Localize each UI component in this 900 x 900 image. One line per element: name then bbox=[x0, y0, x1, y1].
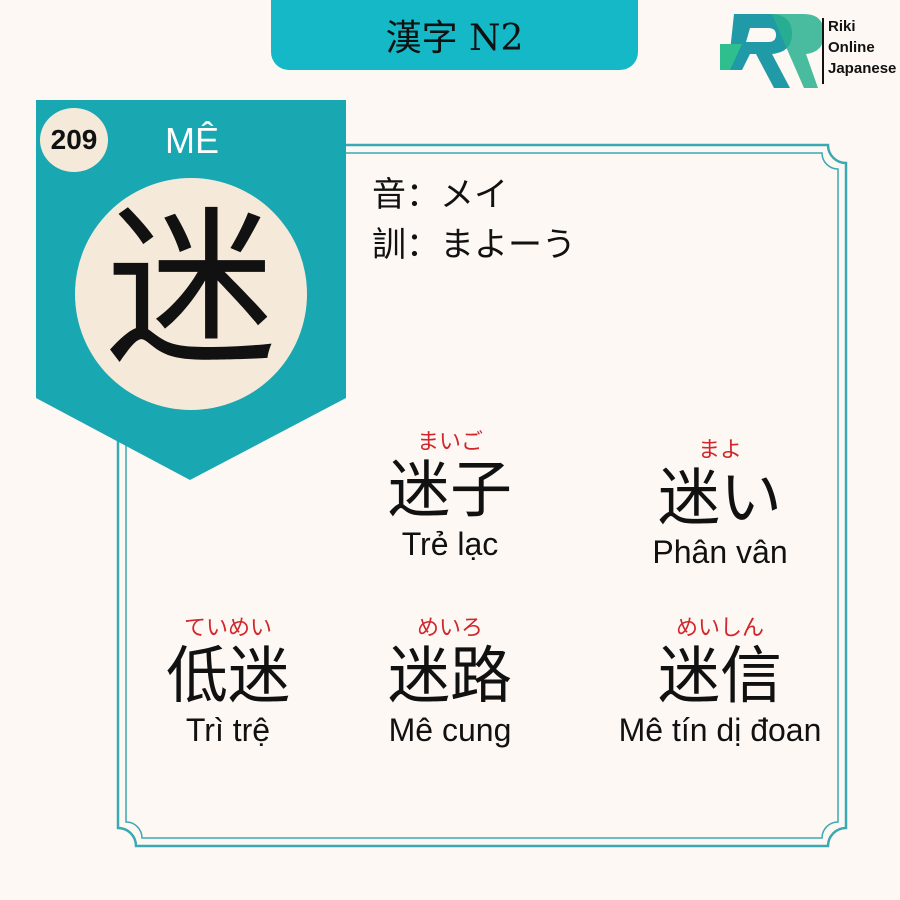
furigana: めいしん bbox=[675, 616, 764, 641]
word-kanji: 低迷 bbox=[165, 639, 290, 712]
furigana: めいろ bbox=[416, 616, 483, 641]
word-meaning: Mê cung bbox=[388, 712, 512, 748]
main-kanji-circle: 迷 bbox=[75, 178, 307, 410]
word-meaning: Phân vân bbox=[652, 534, 788, 570]
furigana: まよ bbox=[697, 438, 742, 463]
kun-reading-value: ：まよーう bbox=[406, 225, 576, 265]
on-reading-label: 音 bbox=[372, 175, 406, 215]
vocab-word: ていめい 低迷 Trì trệ bbox=[138, 616, 318, 748]
word-meaning: Trì trệ bbox=[185, 712, 271, 748]
word-kanji: 迷い bbox=[657, 461, 782, 534]
furigana: ていめい bbox=[183, 616, 272, 641]
vocab-word: めいろ 迷路 Mê cung bbox=[360, 616, 540, 748]
vocab-word: まいご 迷子 Trẻ lạc bbox=[360, 430, 540, 562]
readings-block: 音：メイ 訓：まよーう bbox=[372, 170, 576, 270]
word-kanji: 迷子 bbox=[387, 453, 512, 526]
word-kanji: 迷信 bbox=[657, 639, 782, 712]
kun-reading-label: 訓 bbox=[372, 225, 406, 265]
main-kanji: 迷 bbox=[105, 191, 276, 389]
furigana: まいご bbox=[416, 430, 483, 455]
vocab-word: まよ 迷い Phân vân bbox=[620, 438, 820, 570]
kun-reading-row: 訓：まよーう bbox=[372, 220, 576, 270]
vocab-word: めいしん 迷信 Mê tín dị đoan bbox=[598, 616, 842, 748]
title-tab: 漢字 N2 bbox=[271, 0, 638, 70]
han-viet-reading: MÊ bbox=[165, 120, 219, 161]
word-kanji: 迷路 bbox=[387, 639, 512, 712]
brand-line-3: Japanese bbox=[828, 60, 897, 77]
on-reading-value: ：メイ bbox=[406, 175, 508, 215]
on-reading-row: 音：メイ bbox=[372, 170, 576, 220]
riki-logo bbox=[720, 14, 824, 88]
kanji-number: 209 bbox=[50, 124, 98, 155]
brand-line-2: Online bbox=[828, 39, 875, 56]
brand-line-1: Riki bbox=[828, 18, 856, 35]
word-meaning: Mê tín dị đoan bbox=[618, 712, 822, 748]
kanji-number-badge: 209 bbox=[40, 108, 108, 172]
word-meaning: Trẻ lạc bbox=[401, 526, 499, 562]
page-title: 漢字 N2 bbox=[385, 18, 524, 59]
brand-text: Riki Online Japanese bbox=[828, 16, 896, 79]
